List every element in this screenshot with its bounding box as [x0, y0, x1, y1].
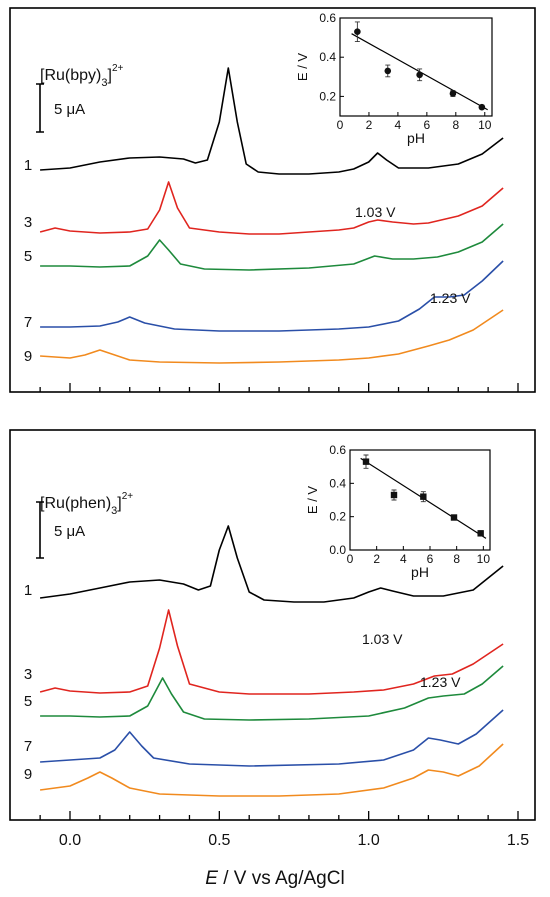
- panel-frame: [9, 7, 536, 393]
- scale-bar: 5 μA: [36, 83, 85, 133]
- x-tick-labels: 0.0 0.5 1.0 1.5: [59, 832, 529, 849]
- peak-annotation-1-03: 1.03 V: [362, 631, 403, 647]
- inset-point: [384, 67, 392, 75]
- inset-point: [420, 493, 427, 500]
- inset-y-tick-label: 0.2: [319, 89, 336, 103]
- curve-label-ph-9: 9: [24, 766, 32, 783]
- inset-point: [477, 530, 484, 537]
- voltammogram-ph-1: [39, 525, 504, 603]
- x-tick-label: 0.5: [208, 832, 230, 849]
- inset-point: [416, 71, 423, 79]
- inset-x-tick-label: 4: [395, 118, 402, 132]
- inset-y-tick-label: 0.4: [329, 476, 346, 490]
- voltammograms: [39, 525, 504, 797]
- inset-x-tick-label: 0: [347, 552, 354, 566]
- inset-x-tick-label: 6: [427, 552, 434, 566]
- x-axis-ticks: [39, 383, 519, 392]
- x-tick-label: 0.0: [59, 832, 81, 849]
- inset-x-tick-label: 2: [373, 552, 380, 566]
- scale-bar-label: 5 μA: [54, 101, 85, 118]
- inset-y-tick-label: 0.0: [329, 543, 346, 557]
- x-axis-label: E / V vs Ag/AgCl: [205, 868, 344, 889]
- curve-label-ph-9: 9: [24, 348, 32, 365]
- voltammogram-ph-9: [39, 743, 504, 797]
- inset-y-label: E / V: [305, 486, 320, 515]
- x-tick-label: 1.0: [358, 832, 380, 849]
- complex-label: [Ru(phen)3]2+: [40, 491, 133, 517]
- inset-y-tick-label: 0.6: [319, 11, 336, 25]
- inset-x-label: pH: [407, 130, 425, 146]
- inset-x-tick-label: 2: [366, 118, 373, 132]
- complex-label: [Ru(bpy)3]2+: [40, 63, 123, 89]
- inset-e-vs-ph: 0 2 4 6 8 10 0.0 0.2 0.4 0.6 pH E / V: [305, 443, 491, 580]
- curve-label-ph-1: 1: [24, 582, 32, 599]
- voltammogram-ph-9: [40, 309, 504, 364]
- inset-y-tick-label: 0.6: [329, 443, 346, 457]
- inset-point: [449, 90, 457, 97]
- curve-label-ph-3: 3: [24, 214, 32, 231]
- curve-label-ph-3: 3: [24, 666, 32, 683]
- panel-ru-phen: 1 3 5 7 9 [Ru(phen)3]2+ 5 μA 1.03 V 1.23 V 0…: [9, 429, 536, 849]
- voltammogram-ph-5: [40, 665, 504, 721]
- voltammogram-ph-5: [40, 223, 504, 271]
- inset-x-tick-label: 8: [453, 552, 460, 566]
- curve-label-ph-1: 1: [24, 157, 32, 174]
- inset-point: [450, 514, 458, 521]
- peak-annotation-1-03: 1.03 V: [355, 204, 396, 220]
- inset-x-tick-label: 4: [400, 552, 407, 566]
- inset-x-tick-label: 0: [337, 118, 344, 132]
- x-axis-ticks: [39, 811, 519, 820]
- inset-x-tick-label: 8: [452, 118, 459, 132]
- scale-bar-label: 5 μA: [54, 523, 85, 540]
- voltammograms: [39, 67, 504, 364]
- curve-label-ph-5: 5: [24, 693, 32, 710]
- curve-label-ph-7: 7: [24, 314, 32, 331]
- voltammogram-ph-7: [40, 260, 504, 332]
- curve-labels: 1 3 5 7 9: [24, 157, 32, 365]
- inset-e-vs-ph: 0 2 4 6 8 10 0.2 0.4 0.6 pH E / V: [295, 11, 493, 146]
- inset-point: [354, 28, 361, 36]
- peak-annotation-1-23: 1.23 V: [430, 290, 471, 306]
- panel-frame: [9, 429, 536, 821]
- inset-point: [390, 491, 398, 499]
- voltammogram-ph-1: [40, 67, 504, 175]
- curve-label-ph-5: 5: [24, 248, 32, 265]
- voltammogram-ph-3: [39, 181, 504, 235]
- inset-point: [478, 103, 486, 111]
- curve-labels: 1 3 5 7 9: [24, 582, 32, 783]
- inset-x-tick-label: 6: [424, 118, 431, 132]
- inset-x-tick-label: 10: [478, 118, 492, 132]
- inset-y-label: E / V: [295, 53, 310, 82]
- peak-annotation-1-23: 1.23 V: [420, 674, 461, 690]
- scale-bar: 5 μA: [36, 501, 85, 559]
- inset-frame: [339, 17, 493, 117]
- panel-ru-bpy: 1 3 5 7 9 [Ru(bpy)3]2+ 5 μA 1.03 V 1.23 V 0 2…: [9, 7, 536, 393]
- inset-point: [362, 458, 370, 465]
- voltammogram-ph-7: [40, 709, 504, 767]
- voltammogram-ph-3: [39, 609, 504, 695]
- curve-label-ph-7: 7: [24, 738, 32, 755]
- x-tick-label: 1.5: [507, 832, 529, 849]
- inset-x-label: pH: [411, 564, 429, 580]
- inset-y-tick-label: 0.2: [329, 510, 346, 524]
- inset-x-tick-label: 10: [477, 552, 491, 566]
- inset-y-tick-label: 0.4: [319, 50, 336, 64]
